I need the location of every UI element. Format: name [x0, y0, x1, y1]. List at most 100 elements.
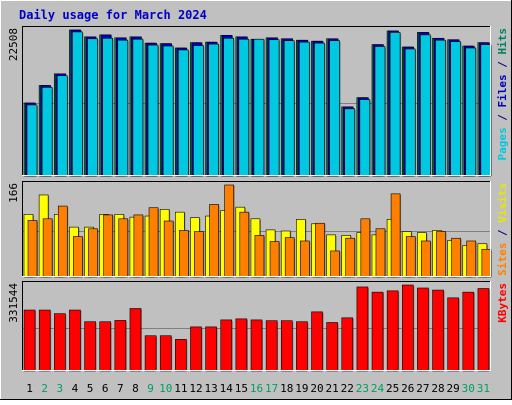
panel-visitors-max-label: 166 — [7, 183, 20, 203]
bar-sites-17 — [269, 241, 280, 278]
bar-sites-30 — [466, 240, 477, 278]
bar-pages-29 — [450, 41, 461, 177]
bar-pages-1 — [26, 104, 38, 177]
day-label-19: 19 — [295, 382, 308, 395]
bar-pages-21 — [329, 40, 340, 177]
day-label-17: 17 — [265, 382, 278, 395]
bar-kbytes-5 — [84, 321, 96, 372]
bar-pages-27 — [420, 34, 431, 177]
panel-visitors-legend: Sites / Visits — [496, 183, 509, 276]
bar-kbytes-6 — [99, 321, 112, 372]
bar-pages-8 — [132, 38, 144, 177]
panel-kbytes-legend: KBytes — [496, 283, 509, 323]
bar-sites-28 — [436, 231, 446, 278]
panel-traffic-legend: Pages / Files / Hits — [496, 28, 509, 161]
bar-kbytes-26 — [401, 284, 414, 372]
bar-pages-12 — [193, 45, 204, 177]
bar-pages-4 — [72, 31, 83, 177]
bar-pages-30 — [465, 47, 477, 177]
bar-pages-10 — [162, 45, 174, 177]
bar-sites-12 — [194, 231, 204, 278]
bar-kbytes-13 — [205, 326, 217, 372]
legend-visitors-part-0: Sites — [496, 243, 509, 276]
bar-sites-19 — [300, 240, 310, 278]
bar-sites-4 — [73, 236, 83, 278]
day-label-4: 4 — [72, 382, 79, 395]
panel-kbytes-max-label: 331544 — [7, 283, 20, 323]
bar-sites-11 — [178, 230, 189, 278]
bar-sites-23 — [360, 218, 371, 278]
bar-kbytes-15 — [235, 318, 248, 372]
day-label-22: 22 — [341, 382, 354, 395]
bar-kbytes-27 — [417, 287, 429, 372]
day-label-9: 9 — [147, 382, 154, 395]
bar-sites-26 — [405, 236, 416, 278]
day-label-5: 5 — [87, 382, 94, 395]
day-label-25: 25 — [386, 382, 399, 395]
legend-traffic-part-2: Files — [496, 74, 509, 107]
day-label-12: 12 — [189, 382, 202, 395]
day-label-23: 23 — [356, 382, 369, 395]
day-label-11: 11 — [174, 382, 187, 395]
bar-pages-2 — [41, 87, 53, 177]
bar-sites-1 — [27, 220, 38, 278]
bar-pages-5 — [87, 38, 98, 177]
day-label-13: 13 — [204, 382, 217, 395]
bar-pages-28 — [435, 39, 446, 177]
bar-kbytes-25 — [386, 290, 399, 372]
bar-kbytes-18 — [280, 320, 293, 372]
bar-pages-6 — [102, 37, 113, 177]
day-label-30: 30 — [462, 382, 475, 395]
day-label-24: 24 — [371, 382, 385, 395]
day-label-7: 7 — [117, 382, 124, 395]
day-label-6: 6 — [102, 382, 109, 395]
bar-kbytes-12 — [190, 326, 202, 372]
legend-traffic-part-1: / — [496, 108, 509, 128]
bar-sites-24 — [375, 228, 386, 278]
bar-kbytes-14 — [220, 319, 233, 372]
legend-traffic-part-3: / — [496, 55, 509, 75]
bar-sites-13 — [209, 204, 219, 278]
legend-kbytes-part-0: KBytes — [496, 283, 509, 323]
bar-pages-19 — [299, 41, 310, 177]
bar-pages-23 — [359, 99, 371, 177]
bar-sites-2 — [42, 218, 53, 278]
bar-pages-11 — [177, 49, 189, 177]
day-label-10: 10 — [159, 382, 172, 395]
day-label-21: 21 — [326, 382, 339, 395]
bar-sites-10 — [163, 220, 174, 278]
bar-pages-3 — [56, 75, 68, 177]
bar-sites-7 — [118, 218, 129, 278]
legend-visitors-part-1: / — [496, 223, 509, 243]
bar-pages-24 — [374, 46, 386, 177]
bar-kbytes-24 — [371, 291, 384, 372]
bar-kbytes-17 — [265, 320, 278, 372]
day-label-8: 8 — [132, 382, 139, 395]
bar-sites-14 — [224, 184, 234, 278]
bar-kbytes-9 — [144, 335, 157, 372]
bar-pages-22 — [344, 108, 356, 177]
bar-kbytes-22 — [341, 317, 354, 372]
bar-sites-25 — [390, 193, 401, 278]
bar-kbytes-28 — [432, 289, 444, 372]
day-label-14: 14 — [220, 382, 234, 395]
bar-kbytes-4 — [69, 309, 81, 372]
bar-sites-31 — [481, 248, 492, 278]
bar-kbytes-21 — [326, 322, 338, 372]
day-label-26: 26 — [401, 382, 414, 395]
day-label-15: 15 — [235, 382, 248, 395]
day-label-29: 29 — [447, 382, 460, 395]
panel-traffic-max-label: 22508 — [7, 28, 20, 61]
day-label-28: 28 — [431, 382, 444, 395]
bar-sites-29 — [451, 237, 461, 278]
bar-kbytes-20 — [311, 311, 323, 372]
bar-sites-6 — [103, 214, 113, 278]
bar-sites-15 — [239, 211, 250, 278]
bar-sites-22 — [345, 237, 356, 278]
bar-kbytes-3 — [54, 313, 66, 372]
day-label-18: 18 — [280, 382, 293, 395]
day-label-3: 3 — [57, 382, 64, 395]
bar-kbytes-1 — [23, 309, 36, 372]
